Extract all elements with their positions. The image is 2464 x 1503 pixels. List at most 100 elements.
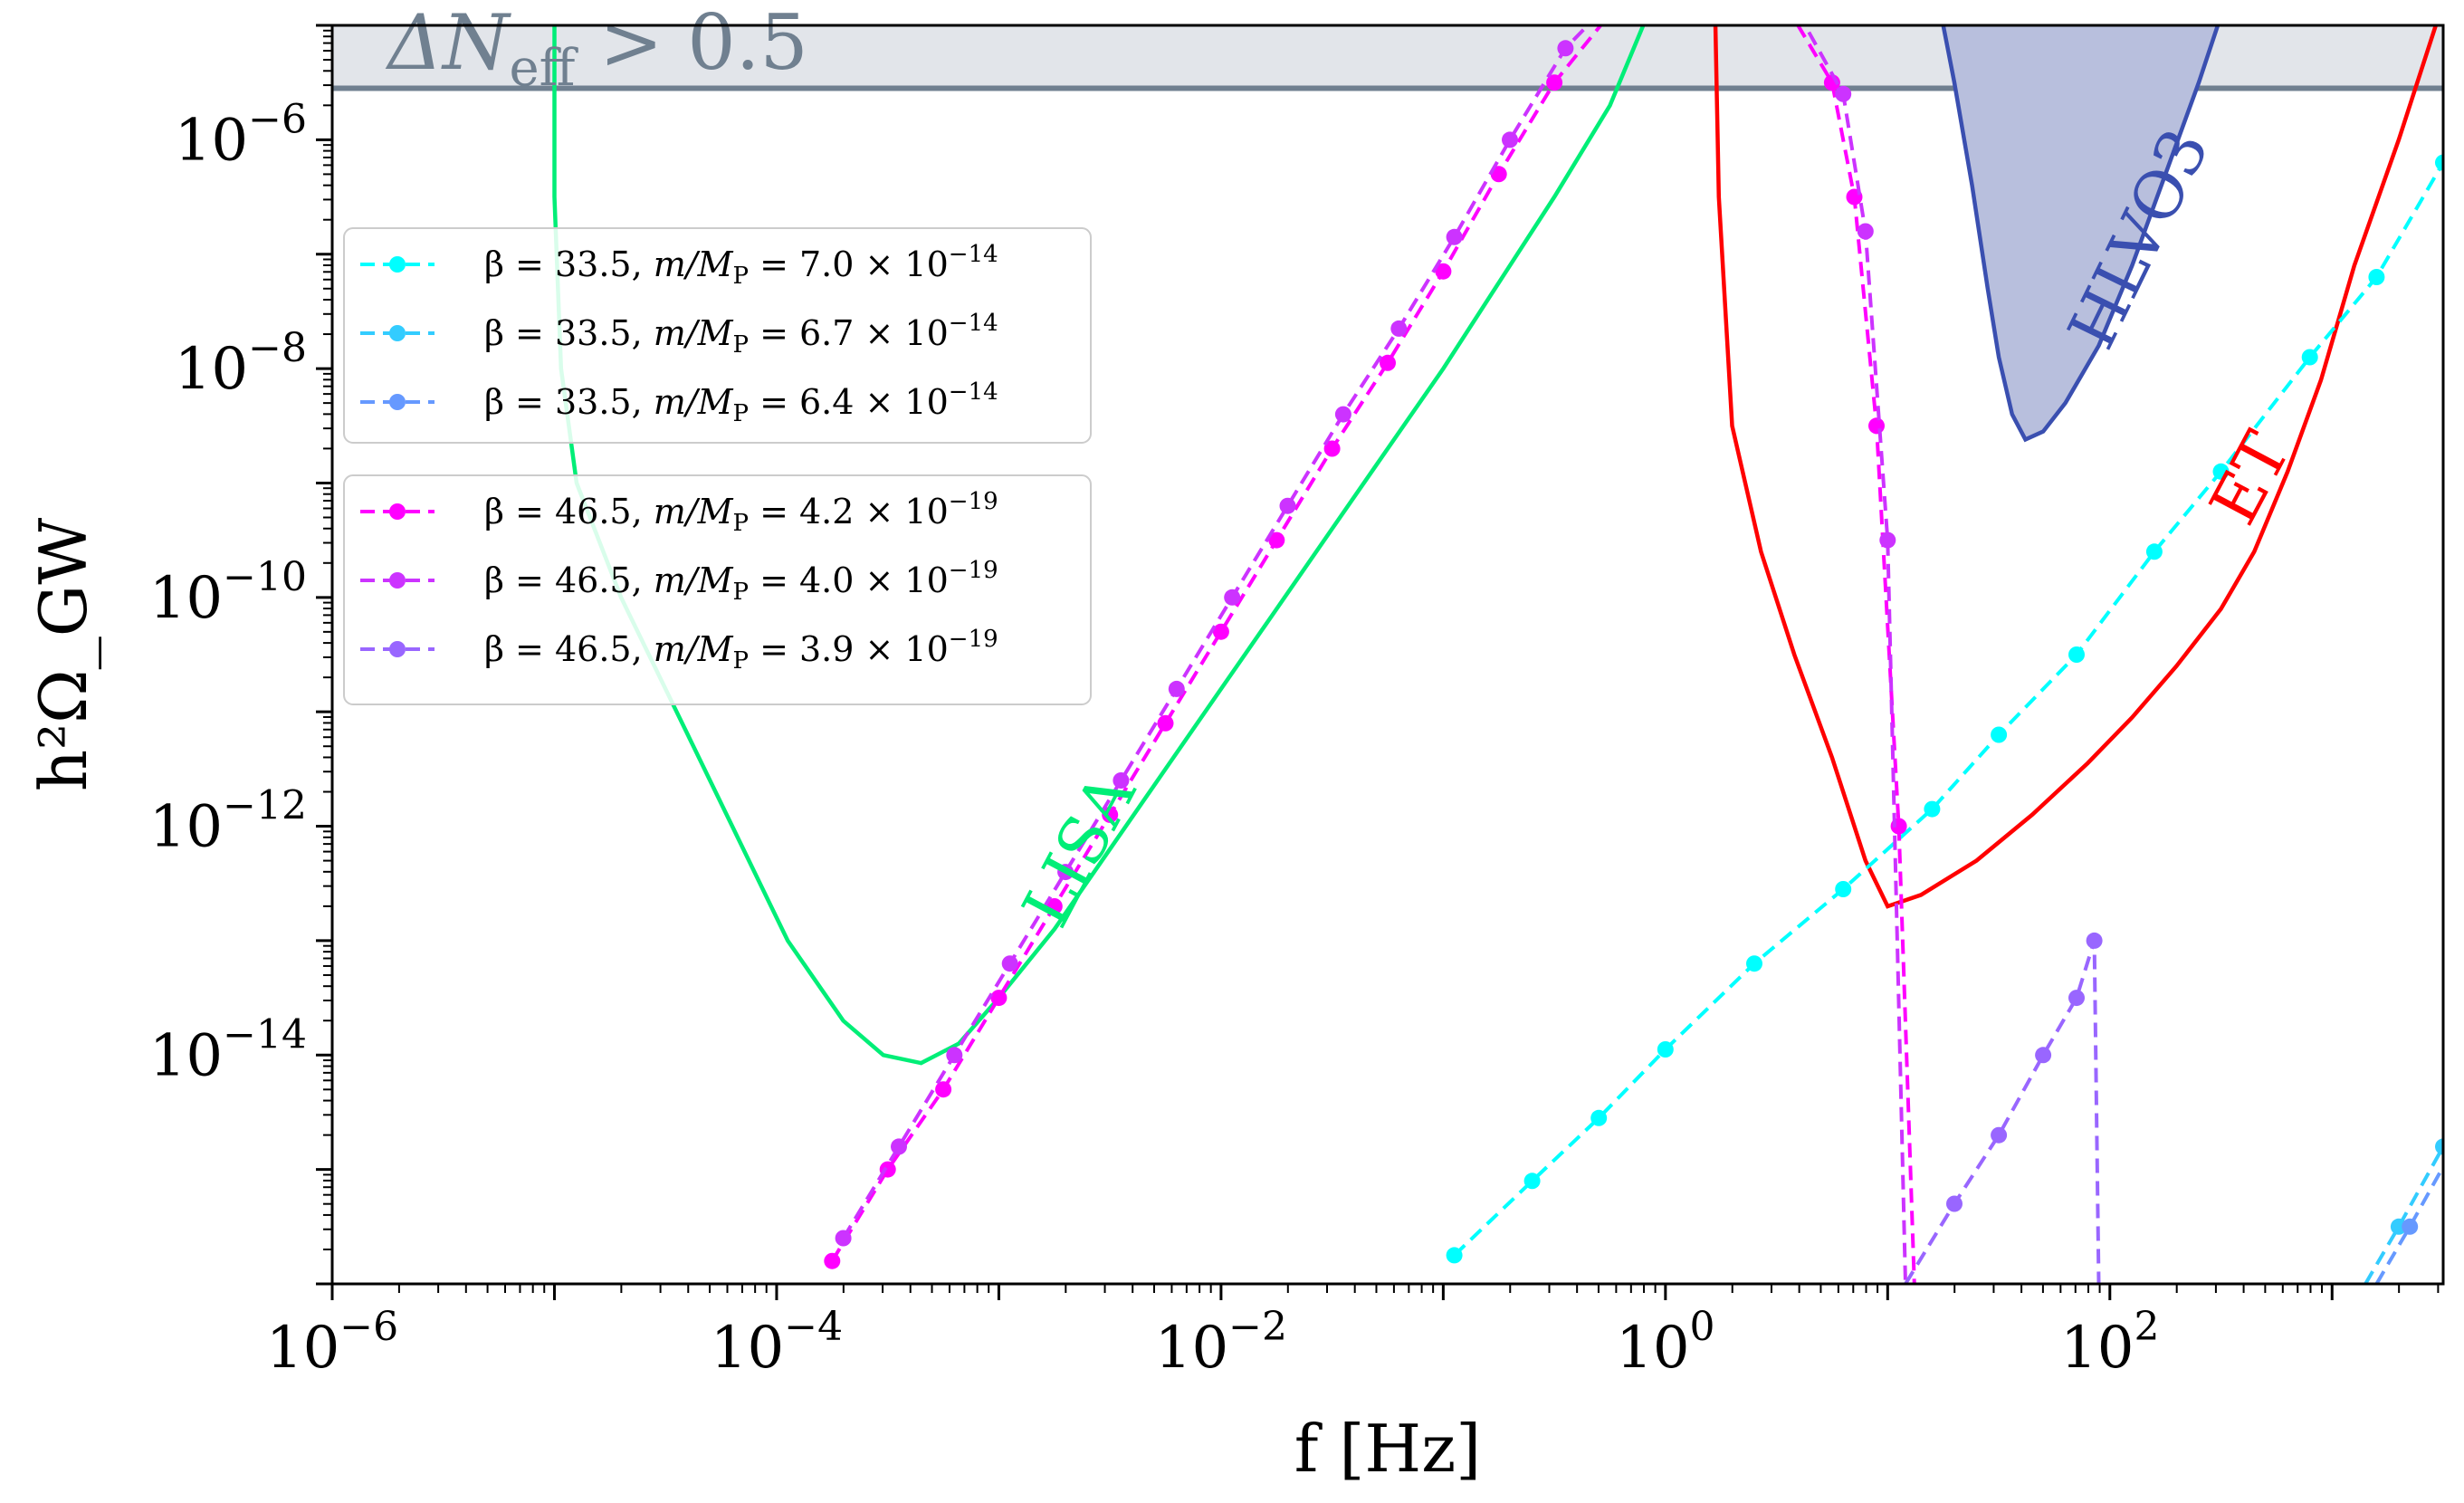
legend-label: β = 46.5, m/MP = 4.0 × 10−19 [484, 557, 998, 606]
data-point [1780, 0, 1796, 16]
data-point [1279, 497, 1296, 514]
data-point [1334, 406, 1351, 423]
data-point [1435, 263, 1452, 280]
data-point [2402, 1218, 2419, 1235]
data-point [2390, 1218, 2407, 1235]
axis-ticks: 10−610−410−210010210410−610−810−1010−121… [149, 24, 2440, 1382]
data-point [835, 1230, 852, 1247]
data-point [2068, 646, 2085, 663]
lisa-label: LISA [1008, 761, 1151, 939]
data-point [1102, 806, 1119, 823]
plot-frame [330, 24, 2445, 1286]
legend: β = 33.5, m/MP = 7.0 × 10−14 β = 33.5, m/… [343, 227, 1092, 705]
legend-entry: β = 46.5, m/MP = 4.2 × 10−19 [360, 488, 998, 537]
data-point [946, 1047, 963, 1064]
data-point [2368, 269, 2385, 285]
x-tick-label: 100 [1616, 1304, 1714, 1382]
series-3 [824, 0, 1916, 1284]
legend-entry: β = 46.5, m/MP = 3.9 × 10−19 [360, 626, 998, 675]
data-point [1590, 1109, 1608, 1126]
series-line [841, 25, 1907, 1284]
legend-box [343, 227, 1092, 444]
legend-label: β = 46.5, m/MP = 3.9 × 10−19 [484, 626, 998, 675]
series-5 [1904, 932, 2103, 1284]
legend-label: β = 33.5, m/MP = 7.0 × 10−14 [484, 241, 998, 290]
series-0 [1446, 154, 2443, 1264]
x-tick-label: 102 [2060, 1304, 2159, 1382]
data-point [1168, 680, 1185, 697]
data-point [2145, 543, 2163, 560]
data-point [1157, 714, 1174, 732]
data-point [1991, 1126, 2008, 1144]
series-line [1904, 940, 2101, 1284]
data-point [1746, 955, 1762, 972]
data-point [824, 1252, 841, 1269]
series-2 [2374, 1138, 2462, 1284]
data-point [1991, 726, 2008, 743]
series-line [2374, 1163, 2443, 1284]
legend-box [343, 474, 1092, 705]
neff-label: ΔNeff > 0.5 [385, 0, 807, 98]
data-point [1268, 531, 1285, 549]
data-point [1380, 354, 1396, 371]
data-point [935, 1081, 952, 1098]
x-tick-label: 10−2 [1155, 1304, 1287, 1382]
data-point [2068, 990, 2085, 1007]
data-point [1046, 898, 1063, 914]
hlvo3-fill [1943, 25, 2218, 440]
data-point [1557, 40, 1574, 57]
data-point [1924, 800, 1941, 818]
et-label: ET [2195, 420, 2305, 536]
data-point [2446, 1138, 2462, 1154]
signal-series [824, 0, 2462, 1284]
data-point [1113, 772, 1130, 789]
data-point [2435, 154, 2443, 171]
y-tick-label: 10−12 [149, 783, 307, 861]
data-point [1657, 1041, 1674, 1058]
y-axis-label: h²Ω_GW [25, 518, 101, 791]
data-point [1946, 1195, 1963, 1212]
data-point [1835, 85, 1852, 102]
x-axis-label: f [Hz] [1294, 1411, 1481, 1487]
legend-entry: β = 33.5, m/MP = 6.7 × 10−14 [360, 310, 998, 359]
data-point [1523, 1173, 1541, 1190]
data-point [1446, 1247, 1463, 1264]
data-point [1390, 320, 1408, 337]
data-point [2301, 349, 2318, 366]
legend-entry: β = 33.5, m/MP = 6.4 × 10−14 [360, 378, 998, 427]
series-4 [835, 5, 1907, 1284]
data-point [1323, 440, 1341, 457]
data-point [2035, 1047, 2052, 1064]
data-point [2212, 463, 2230, 480]
y-tick-label: 10−10 [149, 554, 307, 632]
y-tick-label: 10−8 [175, 325, 307, 403]
data-point [1546, 74, 1563, 91]
data-point [1001, 955, 1018, 972]
data-point [1868, 417, 1885, 435]
data-point [1791, 5, 1807, 22]
et-curve [1713, 25, 2439, 909]
data-point [1224, 589, 1241, 606]
series-line [1453, 158, 2443, 1257]
data-point [2086, 932, 2103, 949]
data-point [1502, 131, 1518, 148]
legend-label: β = 46.5, m/MP = 4.2 × 10−19 [484, 488, 998, 537]
series-line [2364, 1143, 2443, 1284]
data-point [1879, 531, 1896, 549]
data-point [2435, 1138, 2443, 1155]
data-point [1602, 5, 1619, 22]
legend-entry: β = 33.5, m/MP = 7.0 × 10−14 [360, 241, 998, 290]
legend-entry: β = 46.5, m/MP = 4.0 × 10−19 [360, 557, 998, 606]
x-tick-label: 10−4 [711, 1304, 843, 1382]
legend-label: β = 33.5, m/MP = 6.7 × 10−14 [484, 310, 998, 359]
hlvo3-curve [1941, 25, 2220, 443]
sensitivity-fills [1943, 25, 2218, 440]
data-point [1212, 623, 1229, 640]
y-tick-label: 10−14 [149, 1011, 307, 1089]
data-point [891, 1138, 907, 1155]
series-1 [2364, 1138, 2443, 1284]
data-point [1857, 223, 1874, 240]
legend-label: β = 33.5, m/MP = 6.4 × 10−14 [484, 378, 998, 427]
data-point [990, 990, 1008, 1007]
